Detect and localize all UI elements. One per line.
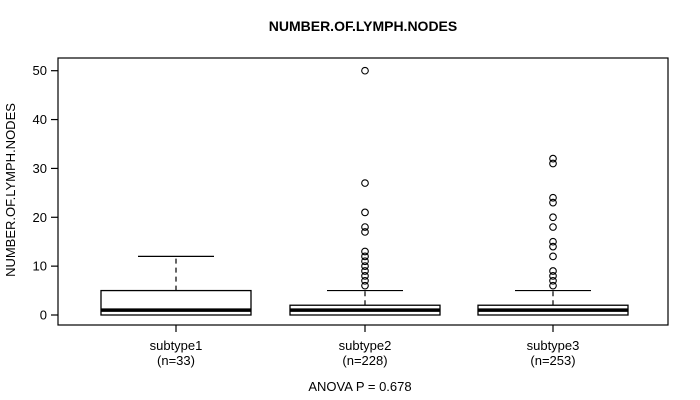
y-axis-label: NUMBER.OF.LYMPH.NODES — [3, 103, 18, 277]
outlier-point — [549, 193, 557, 202]
outlier-point — [549, 154, 557, 163]
outlier-point — [549, 213, 557, 222]
outlier-point — [361, 179, 369, 187]
y-tick-label: 0 — [40, 308, 47, 323]
y-tick-label: 20 — [33, 210, 47, 225]
y-tick-label: 10 — [33, 259, 47, 274]
outlier-point — [361, 223, 369, 231]
y-tick-label: 50 — [33, 63, 47, 78]
outlier-point — [361, 252, 369, 261]
outlier-point — [361, 228, 369, 236]
chart-title: NUMBER.OF.LYMPH.NODES — [269, 18, 458, 34]
group-count-label: (n=228) — [342, 353, 387, 368]
group-count-label: (n=33) — [157, 353, 195, 368]
group-label: subtype3 — [527, 338, 580, 353]
outlier-point — [361, 281, 369, 290]
outlier-point — [361, 276, 369, 285]
outlier-point — [549, 276, 557, 285]
group-label: subtype1 — [150, 338, 203, 353]
plot-area: 0 10 20 30 40 50 subtype1(n=33) subtype2(n=228)… — [33, 57, 669, 368]
anova-p-footer: ANOVA P = 0.678 — [308, 379, 411, 394]
outlier-point — [549, 223, 557, 231]
outlier-point — [549, 267, 557, 275]
outlier-point — [361, 257, 369, 266]
plot-frame — [57, 57, 669, 326]
outlier-point — [361, 66, 369, 75]
outlier-point — [361, 208, 369, 217]
outlier-point — [549, 198, 557, 207]
outlier-point — [549, 281, 557, 290]
outlier-point — [361, 272, 369, 280]
outlier-point — [549, 272, 557, 280]
outlier-point — [549, 237, 557, 246]
outlier-point — [361, 262, 369, 270]
y-tick-label: 30 — [33, 161, 47, 176]
outlier-point — [549, 159, 557, 168]
outlier-point — [361, 247, 369, 256]
y-tick-label: 40 — [33, 112, 47, 127]
group-label: subtype2 — [339, 338, 392, 353]
outlier-point — [549, 242, 557, 251]
group-count-label: (n=253) — [530, 353, 575, 368]
outlier-point — [361, 267, 369, 275]
outlier-point — [549, 252, 557, 261]
